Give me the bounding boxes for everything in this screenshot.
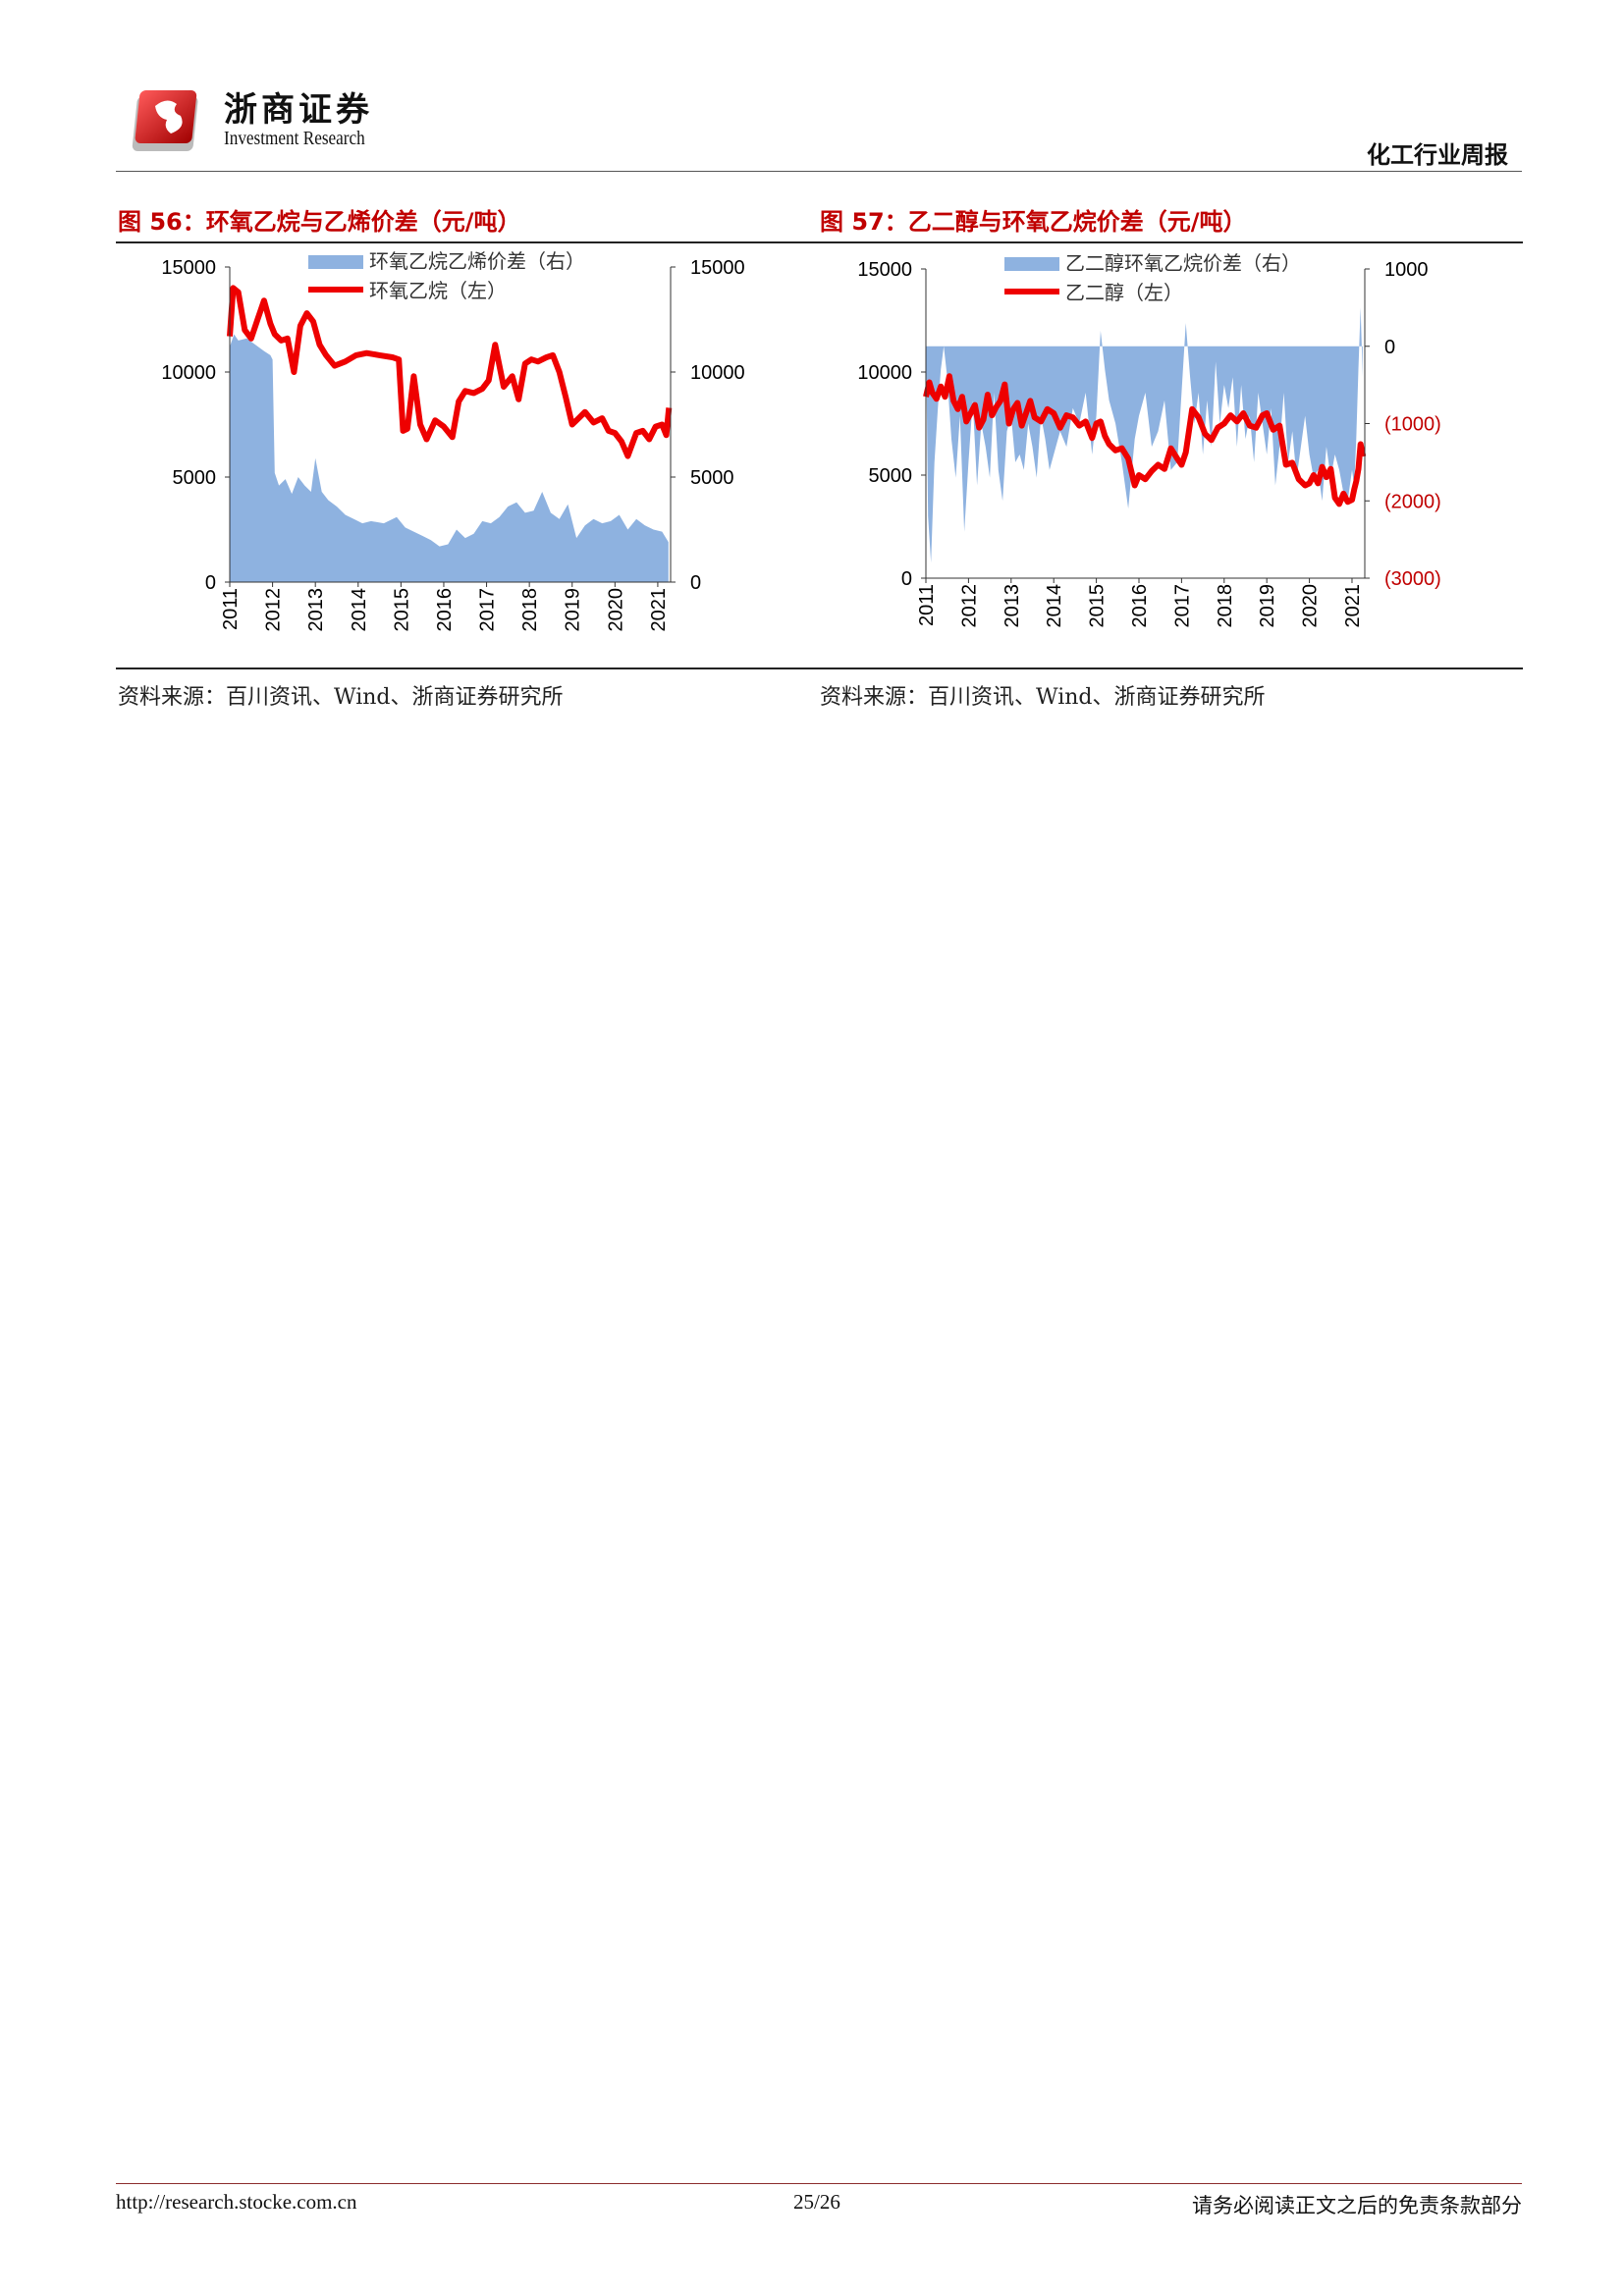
x-tick-label: 2015 <box>391 588 412 632</box>
right-tick-label: 0 <box>690 572 701 594</box>
legend-area-label: 环氧乙烷乙烯价差（右） <box>369 250 585 273</box>
figure-title: 图 56：环氧乙烷与乙烯价差（元/吨） <box>118 208 521 236</box>
x-tick-label: 2018 <box>1215 584 1236 628</box>
x-tick-label: 2014 <box>1044 584 1065 628</box>
series-area-0 <box>926 307 1363 563</box>
x-tick-label: 2019 <box>1257 584 1278 628</box>
legend-area-swatch <box>308 255 363 269</box>
left-tick-label: 10000 <box>161 362 216 384</box>
x-tick-label: 2020 <box>605 588 626 632</box>
x-tick-label: 2019 <box>563 588 584 632</box>
x-tick-label: 2018 <box>519 588 541 632</box>
x-tick-label: 2011 <box>220 588 242 630</box>
x-tick-label: 2017 <box>477 588 499 632</box>
x-tick-label: 2016 <box>1129 584 1151 628</box>
left-tick-label: 5000 <box>869 465 913 487</box>
right-tick-label: (2000) <box>1384 491 1441 512</box>
page-number: 25/26 <box>793 2190 840 2214</box>
header-divider <box>116 171 1522 172</box>
x-tick-label: 2017 <box>1171 584 1193 628</box>
company-name-en: Investment Research <box>224 128 365 149</box>
figure-title: 图 57：乙二醇与环氧乙烷价差（元/吨） <box>820 208 1247 236</box>
logo-emblem-icon <box>132 90 198 151</box>
x-tick-label: 2011 <box>916 584 938 626</box>
x-tick-label: 2012 <box>263 588 285 632</box>
figure-bottom-rule <box>116 667 821 669</box>
right-tick-label: 10000 <box>690 362 745 384</box>
series-area-0 <box>230 334 669 582</box>
left-tick-label: 15000 <box>857 259 912 281</box>
right-tick-label: (3000) <box>1384 568 1441 590</box>
company-logo <box>128 79 358 162</box>
footer-url[interactable]: http://research.stocke.com.cn <box>116 2190 357 2214</box>
report-type: 化工行业周报 <box>1367 141 1508 169</box>
left-tick-label: 0 <box>205 572 216 594</box>
left-tick-label: 10000 <box>857 362 912 384</box>
figure-56: 图 56：环氧乙烷与乙烯价差（元/吨） 15000 10000 5000 0 15000… <box>116 200 821 711</box>
figure-top-rule <box>818 241 1523 243</box>
company-name-cn: 浙商证券 <box>224 90 373 130</box>
x-tick-label: 2015 <box>1087 584 1109 628</box>
figure-source: 资料来源：百川资讯、Wind、浙商证券研究所 <box>820 685 1266 710</box>
x-tick-label: 2013 <box>305 588 327 632</box>
x-tick-label: 2021 <box>648 588 670 632</box>
right-tick-label: 15000 <box>690 257 745 279</box>
x-tick-label: 2020 <box>1300 584 1322 628</box>
right-tick-label: 0 <box>1384 337 1395 358</box>
x-tick-label: 2021 <box>1342 584 1364 628</box>
x-tick-label: 2013 <box>1001 584 1023 628</box>
legend-area-label: 乙二醇环氧乙烷价差（右） <box>1065 252 1301 275</box>
x-tick-label: 2012 <box>958 584 980 628</box>
x-tick-label: 2014 <box>349 588 370 632</box>
figure-top-rule <box>116 241 821 243</box>
legend-line-label: 乙二醇（左） <box>1065 282 1183 304</box>
right-tick-label: 5000 <box>690 467 734 489</box>
figure-57: 图 57：乙二醇与环氧乙烷价差（元/吨） 15000 10000 5000 0 1000… <box>818 200 1523 711</box>
series-line-1 <box>227 285 673 459</box>
right-tick-label: 1000 <box>1384 259 1429 281</box>
x-tick-label: 2016 <box>434 588 456 632</box>
legend-line-label: 环氧乙烷（左） <box>369 280 507 302</box>
chart-meg-eo: 15000100005000010000(1000)(2000)(3000)20… <box>857 252 1441 628</box>
figure-bottom-rule <box>818 667 1523 669</box>
legend-area-swatch <box>1004 257 1059 271</box>
left-tick-label: 15000 <box>161 257 216 279</box>
figure-source: 资料来源：百川资讯、Wind、浙商证券研究所 <box>118 685 564 710</box>
left-tick-label: 5000 <box>173 467 217 489</box>
right-tick-label: (1000) <box>1384 414 1441 436</box>
series-line-1 <box>923 373 1367 507</box>
left-tick-label: 0 <box>901 568 912 590</box>
footer-disclaimer: 请务必阅读正文之后的免责条款部分 <box>1192 2194 1522 2217</box>
footer-divider <box>116 2183 1522 2184</box>
